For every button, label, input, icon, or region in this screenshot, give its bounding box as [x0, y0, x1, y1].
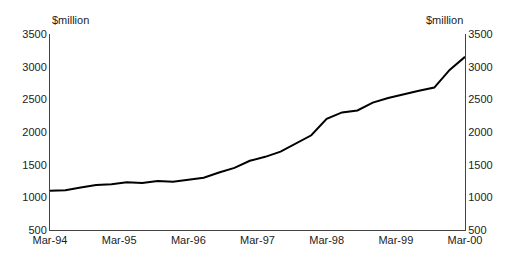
svg-text:500: 500	[28, 224, 46, 236]
svg-text:500: 500	[468, 224, 486, 236]
svg-text:Mar-96: Mar-96	[171, 234, 206, 246]
svg-text:2000: 2000	[22, 126, 46, 138]
svg-text:3500: 3500	[22, 28, 46, 40]
svg-text:2000: 2000	[468, 126, 492, 138]
svg-text:3500: 3500	[468, 28, 492, 40]
svg-text:3000: 3000	[22, 61, 46, 73]
svg-text:3000: 3000	[468, 61, 492, 73]
svg-text:Mar-98: Mar-98	[309, 234, 344, 246]
svg-text:1000: 1000	[22, 191, 46, 203]
svg-text:Mar-97: Mar-97	[240, 234, 275, 246]
svg-text:1000: 1000	[468, 191, 492, 203]
svg-text:1500: 1500	[468, 159, 492, 171]
svg-text:$million: $million	[52, 14, 89, 26]
svg-text:1500: 1500	[22, 159, 46, 171]
svg-text:Mar-99: Mar-99	[378, 234, 413, 246]
svg-text:Mar-94: Mar-94	[33, 234, 68, 246]
svg-text:2500: 2500	[22, 93, 46, 105]
svg-text:2500: 2500	[468, 93, 492, 105]
svg-text:Mar-00: Mar-00	[448, 234, 483, 246]
svg-text:Mar-95: Mar-95	[102, 234, 137, 246]
svg-text:$million: $million	[426, 14, 463, 26]
